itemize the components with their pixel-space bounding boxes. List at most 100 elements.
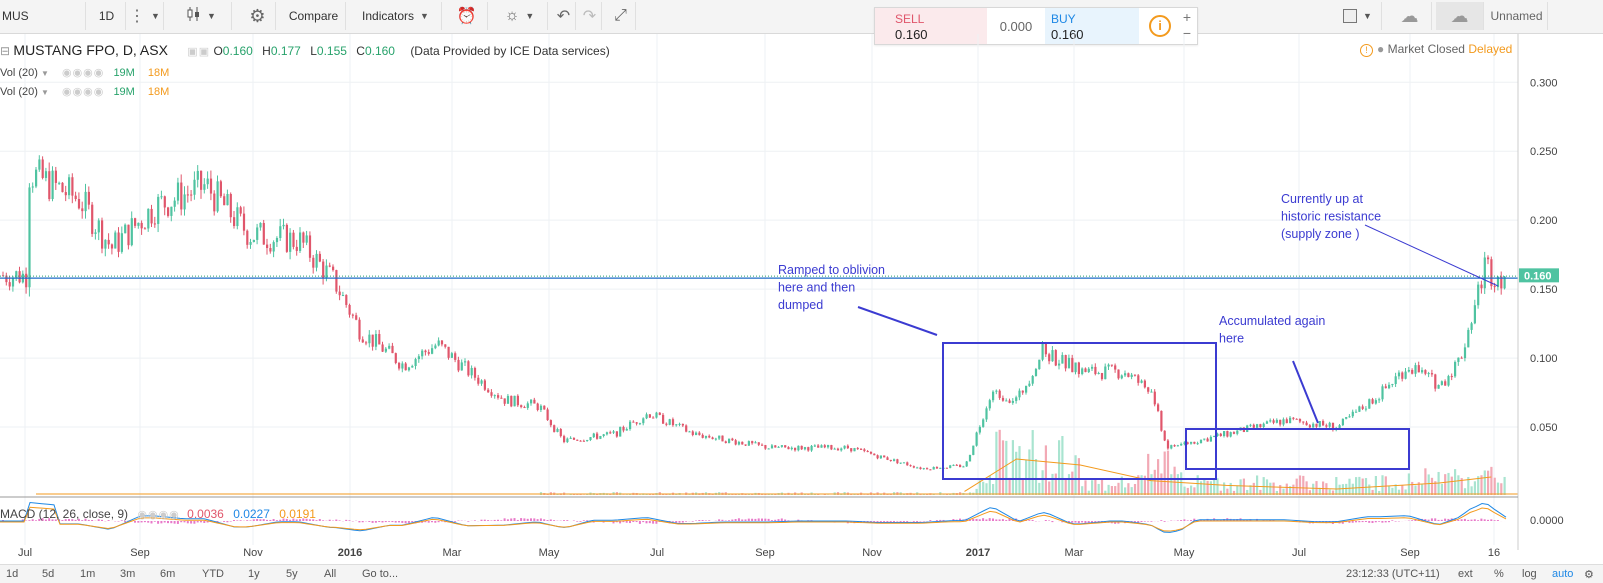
macd-hist-bar bbox=[1391, 520, 1394, 521]
alert-button[interactable]: ⏰ bbox=[446, 2, 488, 30]
ideas-button[interactable]: ☼ ▼ bbox=[492, 2, 548, 30]
square-icon bbox=[1343, 9, 1358, 23]
macd-hist-bar bbox=[302, 518, 305, 521]
macd-hist-bar bbox=[754, 518, 757, 521]
clock-time[interactable]: 23:12:33 (UTC+11) bbox=[1346, 568, 1440, 580]
macd-hist-bar bbox=[21, 519, 24, 521]
candle-body bbox=[1282, 419, 1285, 425]
range-ytd[interactable]: YTD bbox=[202, 568, 224, 580]
candle-body bbox=[546, 409, 549, 421]
layout-name-button[interactable]: Unnamed bbox=[1486, 2, 1548, 30]
ramp-annotation: Ramped to oblivion bbox=[778, 263, 885, 277]
sell-button[interactable]: SELL 0.160 bbox=[875, 8, 987, 44]
symbol-search[interactable]: MUS bbox=[0, 2, 86, 30]
volume-bar bbox=[1348, 478, 1351, 495]
dot-icon: ● bbox=[1377, 42, 1388, 56]
volume-bar bbox=[1157, 459, 1160, 495]
log-toggle[interactable]: log bbox=[1522, 568, 1537, 580]
auto-toggle[interactable]: auto bbox=[1552, 568, 1574, 580]
candle-body bbox=[840, 448, 843, 451]
candle-body bbox=[678, 423, 681, 425]
interval-button[interactable]: 1D bbox=[88, 2, 126, 30]
volume-bar bbox=[1434, 481, 1437, 495]
macd-hist-bar bbox=[1272, 519, 1275, 521]
macd-hist-bar bbox=[1097, 521, 1100, 523]
range-1m[interactable]: 1m bbox=[80, 568, 96, 580]
candle-body bbox=[1232, 432, 1236, 434]
layout-button[interactable]: ▼ bbox=[1334, 2, 1382, 30]
series-controls[interactable]: ▣▣ bbox=[187, 46, 211, 58]
candle-body bbox=[863, 449, 866, 452]
macd-hist-bar bbox=[1269, 519, 1272, 521]
buy-button[interactable]: BUY 0.160 bbox=[1045, 8, 1139, 44]
candle-body bbox=[523, 407, 526, 409]
candle-body bbox=[272, 242, 275, 252]
volume-bar bbox=[1120, 476, 1123, 495]
candle-body bbox=[622, 426, 625, 431]
collapse-icon[interactable]: ⊟ bbox=[0, 44, 11, 58]
info-icon[interactable]: i bbox=[1149, 15, 1171, 37]
ext-toggle[interactable]: ext bbox=[1458, 568, 1473, 580]
fullscreen-button[interactable]: ⤢ bbox=[606, 2, 636, 30]
chevron-down-icon[interactable]: ▼ bbox=[40, 88, 49, 97]
chart-style-button[interactable]: ▼ bbox=[172, 2, 232, 30]
volume-value: 19M bbox=[113, 86, 135, 98]
candle-body bbox=[1166, 440, 1170, 449]
save-layout-button[interactable]: ☁ bbox=[1436, 2, 1484, 30]
macd-hist-bar bbox=[1374, 521, 1377, 523]
minus-button[interactable]: − bbox=[1182, 25, 1192, 41]
candle-body bbox=[127, 224, 130, 246]
indicator-controls[interactable]: ◉◉◉◉ bbox=[137, 509, 180, 521]
indicators-button[interactable]: Indicators ▼ bbox=[350, 2, 442, 30]
signal-line bbox=[0, 506, 1507, 532]
candle-body bbox=[510, 395, 513, 407]
compare-button[interactable]: Compare bbox=[282, 2, 346, 30]
macd-hist-bar bbox=[249, 520, 252, 521]
redo-button[interactable]: ↷ bbox=[578, 2, 602, 30]
candle-body bbox=[398, 362, 401, 369]
indicator-controls[interactable]: ◉◉◉◉ bbox=[61, 67, 105, 79]
candle-body bbox=[1127, 373, 1130, 377]
volume-bar bbox=[1275, 490, 1278, 495]
macd-hist-bar bbox=[1137, 521, 1140, 523]
macd-hist-bar bbox=[1193, 518, 1196, 521]
macd-hist-bar bbox=[635, 521, 638, 523]
macd-hist-bar bbox=[305, 518, 308, 521]
range-all[interactable]: All bbox=[324, 568, 337, 580]
more-menu-button[interactable]: ⋮ ▼ bbox=[126, 2, 164, 30]
macd-hist-bar bbox=[1209, 519, 1212, 521]
percent-toggle[interactable]: % bbox=[1494, 568, 1504, 580]
macd-hist-bar bbox=[1160, 520, 1163, 521]
volume-bar bbox=[1298, 475, 1302, 495]
macd-hist-bar bbox=[401, 521, 404, 523]
macd-legend: MACD (12, 26, close, 9) ◉◉◉◉ 0.0036 0.02… bbox=[0, 507, 316, 521]
settings-button[interactable]: ⚙ bbox=[240, 2, 276, 30]
candles-icon bbox=[187, 6, 201, 27]
macd-hist-bar bbox=[269, 519, 272, 521]
range-5d[interactable]: 5d bbox=[42, 568, 55, 580]
volume-bars bbox=[36, 429, 1518, 495]
range-5y[interactable]: 5y bbox=[286, 568, 298, 580]
goto-date-button[interactable]: Go to... bbox=[362, 568, 399, 580]
volume-bar bbox=[988, 475, 991, 495]
indicator-controls[interactable]: ◉◉◉◉ bbox=[61, 86, 105, 98]
plus-button[interactable]: + bbox=[1182, 9, 1192, 25]
overlays: 0.160 bbox=[0, 268, 1559, 283]
load-layout-button[interactable]: ☁ bbox=[1388, 2, 1432, 30]
chevron-down-icon[interactable]: ▼ bbox=[40, 69, 49, 78]
candle-body bbox=[1411, 370, 1414, 374]
range-3m[interactable]: 3m bbox=[120, 568, 136, 580]
gear-icon[interactable]: ⚙ bbox=[1584, 569, 1594, 581]
macd-hist-bar bbox=[1176, 520, 1179, 521]
range-1y[interactable]: 1y bbox=[248, 568, 260, 580]
macd-hist-bar bbox=[437, 521, 440, 523]
candle-body bbox=[1421, 370, 1424, 373]
range-1d[interactable]: 1d bbox=[6, 568, 19, 580]
range-6m[interactable]: 6m bbox=[160, 568, 176, 580]
candle-body bbox=[902, 462, 906, 464]
y-tick-label: 0.050 bbox=[1530, 422, 1558, 434]
resistance-annotation: Currently up at bbox=[1281, 192, 1364, 206]
undo-button[interactable]: ↶ bbox=[552, 2, 576, 30]
candle-body bbox=[1480, 284, 1483, 289]
